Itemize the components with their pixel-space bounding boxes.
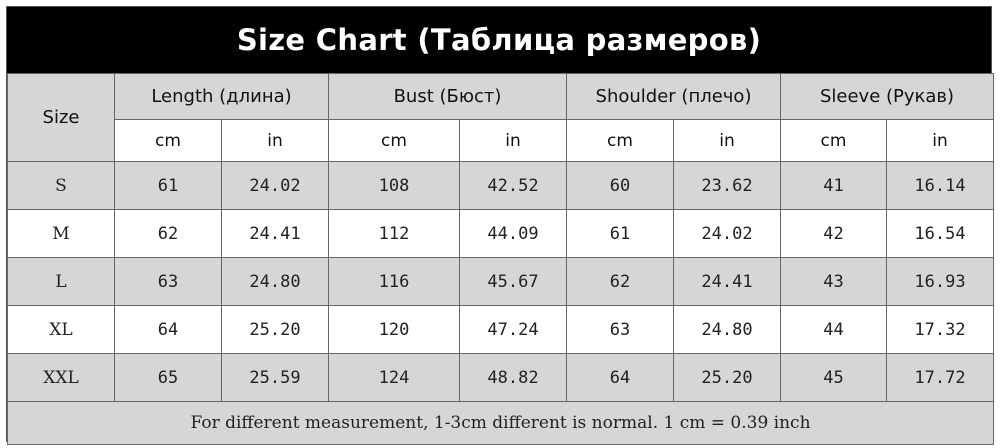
- unit-cell: cm: [566, 119, 674, 162]
- value-cell: 61: [114, 161, 222, 210]
- value-cell: 60: [566, 161, 674, 210]
- value-cell: 24.41: [221, 209, 329, 258]
- unit-cell: cm: [114, 119, 222, 162]
- value-cell: 24.80: [672, 305, 782, 354]
- table-row: S 61 24.02 108 42.52 60 23.62 41 16.14: [7, 161, 995, 210]
- value-cell: 17.32: [886, 305, 995, 354]
- value-cell: 25.59: [221, 353, 329, 402]
- header-sleeve: Sleeve (Рукав): [780, 73, 995, 120]
- value-cell: 24.02: [221, 161, 329, 210]
- value-cell: 42: [780, 209, 888, 258]
- value-cell: 16.93: [886, 257, 995, 306]
- value-cell: 63: [566, 305, 674, 354]
- value-cell: 61: [566, 209, 674, 258]
- size-table: Size Length (длина) Bust (Бюст) Shoulder…: [6, 73, 995, 445]
- header-length: Length (длина): [114, 73, 329, 120]
- value-cell: 44.09: [459, 209, 567, 258]
- value-cell: 120: [328, 305, 460, 354]
- value-cell: 112: [328, 209, 460, 258]
- size-cell: L: [7, 257, 115, 306]
- value-cell: 108: [328, 161, 460, 210]
- value-cell: 42.52: [459, 161, 567, 210]
- table-row: M 62 24.41 112 44.09 61 24.02 42 16.54: [7, 209, 995, 258]
- value-cell: 17.72: [886, 353, 995, 402]
- size-cell: XL: [7, 305, 115, 354]
- unit-cell: in: [221, 119, 329, 162]
- unit-cell: cm: [780, 119, 888, 162]
- header-shoulder: Shoulder (плечо): [565, 73, 782, 120]
- value-cell: 124: [328, 353, 460, 402]
- value-cell: 62: [566, 257, 674, 306]
- unit-cell: in: [459, 119, 567, 162]
- unit-cell: in: [672, 119, 782, 162]
- value-cell: 63: [114, 257, 222, 306]
- header-bust: Bust (Бюст): [328, 73, 567, 120]
- value-cell: 25.20: [221, 305, 329, 354]
- value-cell: 65: [114, 353, 222, 402]
- size-chart: Size Chart (Таблица размеров) Size Lengt…: [6, 6, 995, 445]
- footer-row: For different measurement, 1-3cm differe…: [6, 401, 995, 445]
- header-row-units: cm in cm in cm in cm in: [7, 119, 995, 162]
- value-cell: 45: [780, 353, 888, 402]
- value-cell: 45.67: [459, 257, 567, 306]
- value-cell: 64: [114, 305, 222, 354]
- footer-note: For different measurement, 1-3cm differe…: [6, 401, 995, 445]
- table-row: XL 64 25.20 120 47.24 63 24.80 44 17.32: [7, 305, 995, 354]
- header-size: Size: [7, 73, 115, 162]
- header-row-groups: Size Length (длина) Bust (Бюст) Shoulder…: [7, 73, 995, 162]
- value-cell: 43: [780, 257, 888, 306]
- size-cell: S: [7, 161, 115, 210]
- value-cell: 62: [114, 209, 222, 258]
- value-cell: 47.24: [459, 305, 567, 354]
- size-cell: XXL: [7, 353, 115, 402]
- value-cell: 24.41: [672, 257, 782, 306]
- table-row: L 63 24.80 116 45.67 62 24.41 43 16.93: [7, 257, 995, 306]
- table-row: XXL 65 25.59 124 48.82 64 25.20 45 17.72: [7, 353, 995, 402]
- value-cell: 16.14: [886, 161, 995, 210]
- value-cell: 116: [328, 257, 460, 306]
- value-cell: 48.82: [459, 353, 567, 402]
- value-cell: 16.54: [886, 209, 995, 258]
- value-cell: 24.02: [672, 209, 782, 258]
- value-cell: 24.80: [221, 257, 329, 306]
- size-cell: M: [7, 209, 115, 258]
- unit-cell: in: [886, 119, 995, 162]
- value-cell: 64: [566, 353, 674, 402]
- value-cell: 44: [780, 305, 888, 354]
- value-cell: 23.62: [672, 161, 782, 210]
- unit-cell: cm: [328, 119, 460, 162]
- chart-title: Size Chart (Таблица размеров): [7, 7, 991, 73]
- value-cell: 25.20: [672, 353, 782, 402]
- value-cell: 41: [780, 161, 888, 210]
